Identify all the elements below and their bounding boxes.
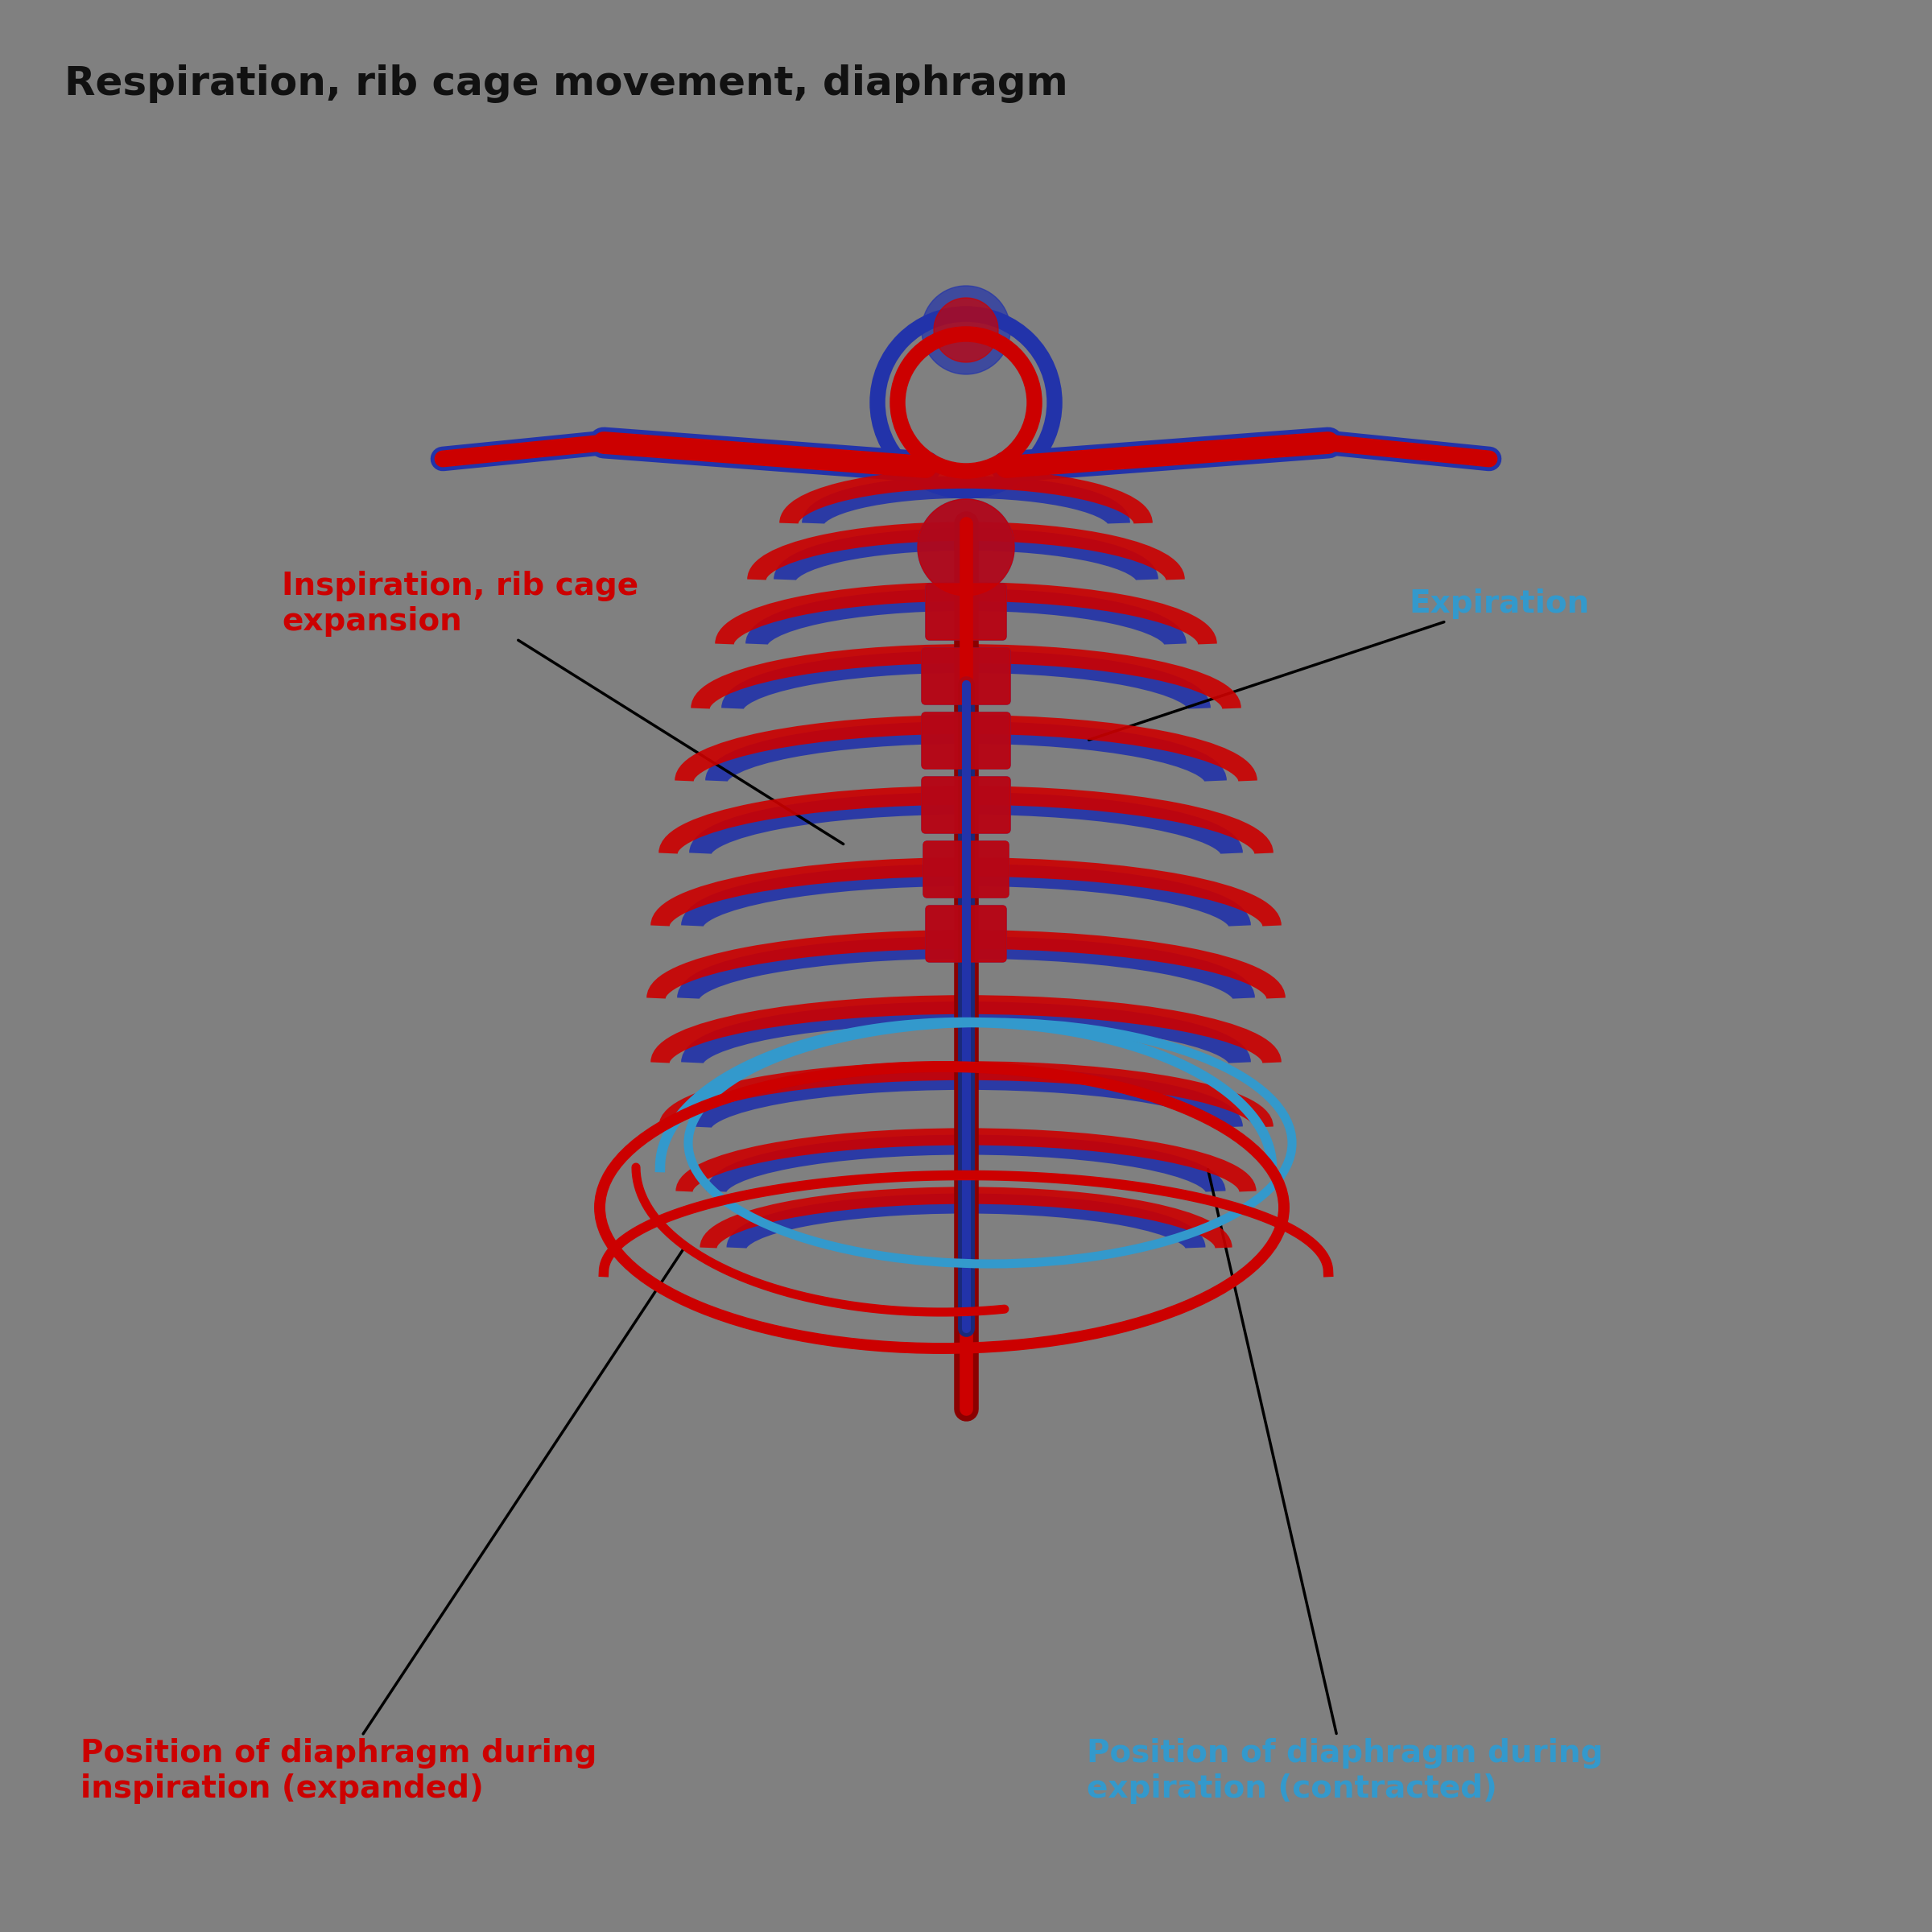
- FancyBboxPatch shape: [922, 713, 1010, 769]
- FancyBboxPatch shape: [922, 777, 1010, 833]
- Circle shape: [918, 498, 1014, 595]
- Text: Position of diaphragm during
inspiration (expanded): Position of diaphragm during inspiration…: [81, 1250, 684, 1804]
- FancyBboxPatch shape: [925, 906, 1007, 962]
- FancyBboxPatch shape: [923, 840, 1009, 898]
- FancyBboxPatch shape: [922, 713, 1010, 769]
- FancyBboxPatch shape: [925, 583, 1007, 639]
- Text: Inspiration, rib cage
expansion: Inspiration, rib cage expansion: [282, 570, 844, 844]
- Circle shape: [918, 498, 1014, 595]
- FancyBboxPatch shape: [922, 647, 1010, 705]
- Circle shape: [922, 286, 1010, 375]
- FancyBboxPatch shape: [925, 906, 1007, 962]
- Text: Respiration, rib cage movement, diaphragm: Respiration, rib cage movement, diaphrag…: [64, 64, 1068, 102]
- FancyBboxPatch shape: [923, 840, 1009, 898]
- FancyBboxPatch shape: [922, 777, 1010, 833]
- Circle shape: [933, 298, 999, 363]
- Text: Position of diaphragm during
expiration (contracted): Position of diaphragm during expiration …: [1086, 1169, 1604, 1804]
- FancyBboxPatch shape: [922, 647, 1010, 705]
- Text: Expiration: Expiration: [1090, 589, 1590, 740]
- FancyBboxPatch shape: [925, 583, 1007, 639]
